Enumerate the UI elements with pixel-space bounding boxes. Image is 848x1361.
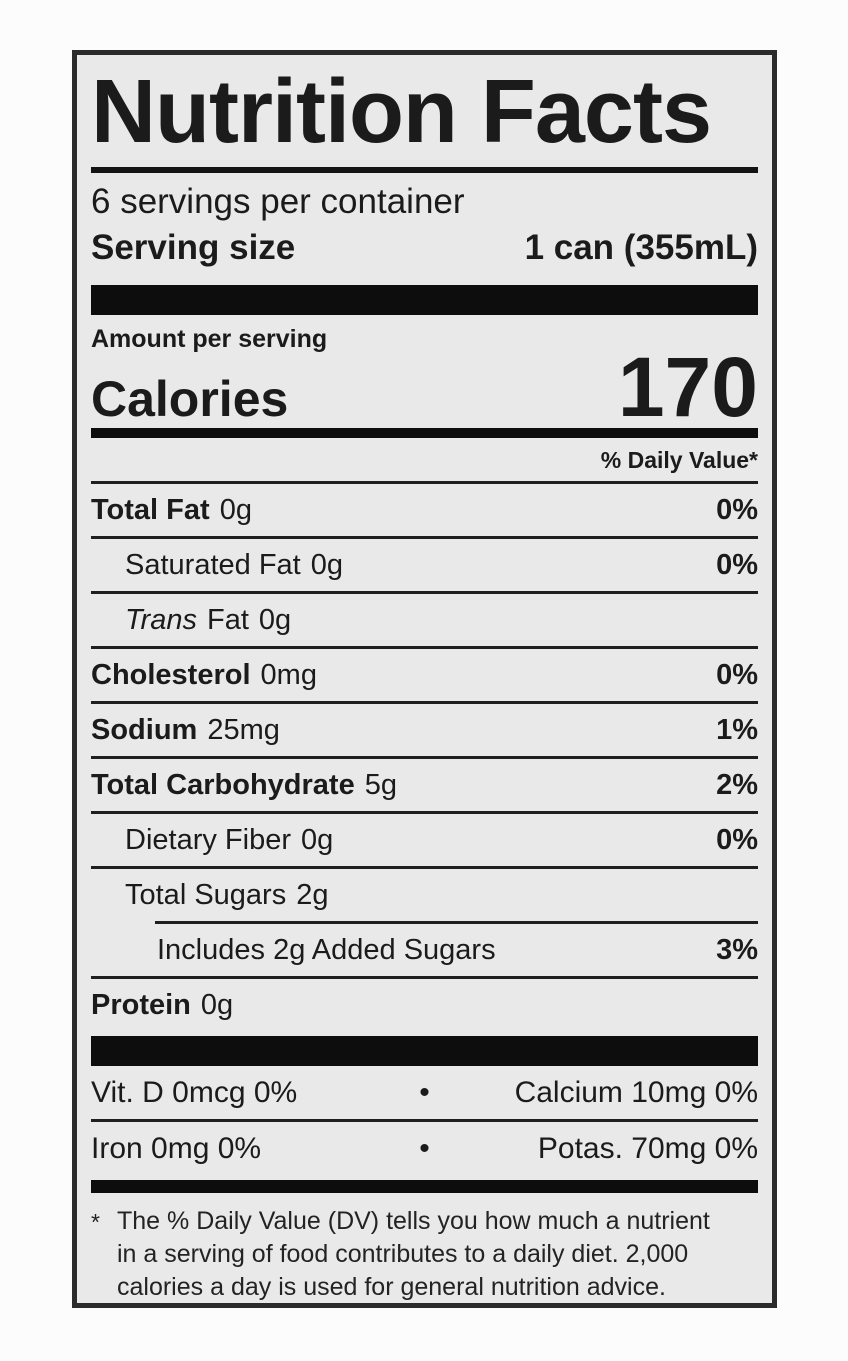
nutrient-amount: 0mg	[260, 658, 317, 691]
nutrient-name: Dietary Fiber	[125, 823, 291, 856]
nutrient-row-total-sugars: Total Sugars 2g	[91, 866, 758, 921]
nutrient-row-total-carbohydrate: Total Carbohydrate 5g 2%	[91, 756, 758, 811]
nutrient-name: Saturated Fat	[125, 548, 301, 581]
bullet-separator: •	[419, 1131, 430, 1165]
nutrient-row-added-sugars: Includes 2g Added Sugars 3%	[91, 924, 758, 976]
daily-value-footnote: * The % Daily Value (DV) tells you how m…	[91, 1205, 758, 1303]
nutrient-row-trans-fat: Trans Fat 0g	[91, 591, 758, 646]
servings-per-container: 6 servings per container	[91, 182, 465, 221]
nutrient-dv: 0%	[716, 658, 758, 691]
footnote-line: The % Daily Value (DV) tells you how muc…	[117, 1207, 710, 1235]
nutrient-dv: 1%	[716, 713, 758, 746]
footnote-asterisk: *	[91, 1209, 100, 1235]
micronutrient-calcium: Calcium 10mg 0%	[514, 1075, 758, 1109]
nutrient-name: Fat	[206, 603, 249, 636]
nutrient-name: Total Sugars	[125, 878, 287, 911]
footnote-text: The % Daily Value (DV) tells you how muc…	[117, 1205, 758, 1303]
nutrient-row-sodium: Sodium 25mg 1%	[91, 701, 758, 756]
nutrient-row-protein: Protein 0g	[91, 976, 758, 1031]
nutrient-name: Total Fat	[91, 493, 210, 526]
separator-bar-thick-top	[91, 285, 758, 315]
nutrient-row-cholesterol: Cholesterol 0mg 0%	[91, 646, 758, 701]
nutrient-amount: 0g	[258, 603, 292, 636]
nutrient-amount: 0g	[301, 823, 334, 856]
nutrient-name: Cholesterol	[91, 658, 251, 691]
nutrient-table: Total Fat 0g 0% Saturated Fat 0g 0% Tran…	[91, 481, 758, 1031]
nutrient-name: Sodium	[91, 713, 198, 746]
nutrient-dv: 0%	[716, 548, 758, 581]
footnote-line: calories a day is used for general nutri…	[117, 1273, 666, 1301]
separator-bar-medium	[91, 428, 758, 438]
amount-per-serving-label: Amount per serving	[91, 325, 328, 353]
micronutrient-divider	[91, 1119, 758, 1122]
serving-size-label: Serving size	[91, 228, 296, 267]
nutrient-row-saturated-fat: Saturated Fat 0g 0%	[91, 536, 758, 591]
separator-bar-footnote	[91, 1180, 758, 1193]
nutrient-dv: 0%	[716, 823, 758, 856]
separator-bar-thick-bottom	[91, 1036, 758, 1066]
nutrition-facts-label: Nutrition Facts 6 servings per container…	[72, 50, 777, 1308]
indented-rule	[155, 921, 758, 924]
label-title: Nutrition Facts	[91, 67, 758, 173]
footnote-line: in a serving of food contributes to a da…	[117, 1240, 689, 1268]
serving-size-row: Serving size 1 can (355mL)	[91, 227, 758, 269]
nutrient-dv: 2%	[716, 768, 758, 801]
bullet-separator: •	[419, 1075, 430, 1109]
daily-value-header: % Daily Value*	[600, 447, 758, 473]
nutrient-amount: 0g	[200, 988, 234, 1021]
calories-value: 170	[617, 340, 758, 434]
micronutrient-potassium: Potas. 70mg 0%	[537, 1131, 758, 1165]
nutrient-amount: 0g	[310, 548, 343, 581]
nutrient-amount: 0g	[219, 493, 252, 526]
calories-label: Calories	[91, 371, 289, 427]
nutrient-name-italic: Trans	[125, 603, 197, 636]
nutrient-name: Includes 2g Added Sugars	[157, 933, 496, 966]
calories-row: Calories 170	[91, 345, 758, 429]
nutrient-amount: 5g	[364, 768, 397, 801]
serving-size-value: 1 can (355mL)	[524, 228, 758, 267]
nutrient-dv: 3%	[716, 933, 758, 966]
nutrient-dv: 0%	[716, 493, 758, 526]
nutrient-name: Protein	[91, 988, 191, 1021]
micronutrient-vitamin-d: Vit. D 0mcg 0%	[91, 1075, 298, 1109]
micronutrient-row-1: Vit. D 0mcg 0% • Calcium 10mg 0%	[91, 1066, 758, 1119]
micronutrient-iron: Iron 0mg 0%	[91, 1131, 262, 1165]
micronutrient-row-2: Iron 0mg 0% • Potas. 70mg 0%	[91, 1122, 758, 1175]
nutrient-amount: 25mg	[207, 713, 280, 746]
nutrient-row-dietary-fiber: Dietary Fiber 0g 0%	[91, 811, 758, 866]
nutrient-row-total-fat: Total Fat 0g 0%	[91, 481, 758, 536]
nutrient-amount: 2g	[296, 878, 329, 911]
nutrient-name: Total Carbohydrate	[91, 768, 355, 801]
